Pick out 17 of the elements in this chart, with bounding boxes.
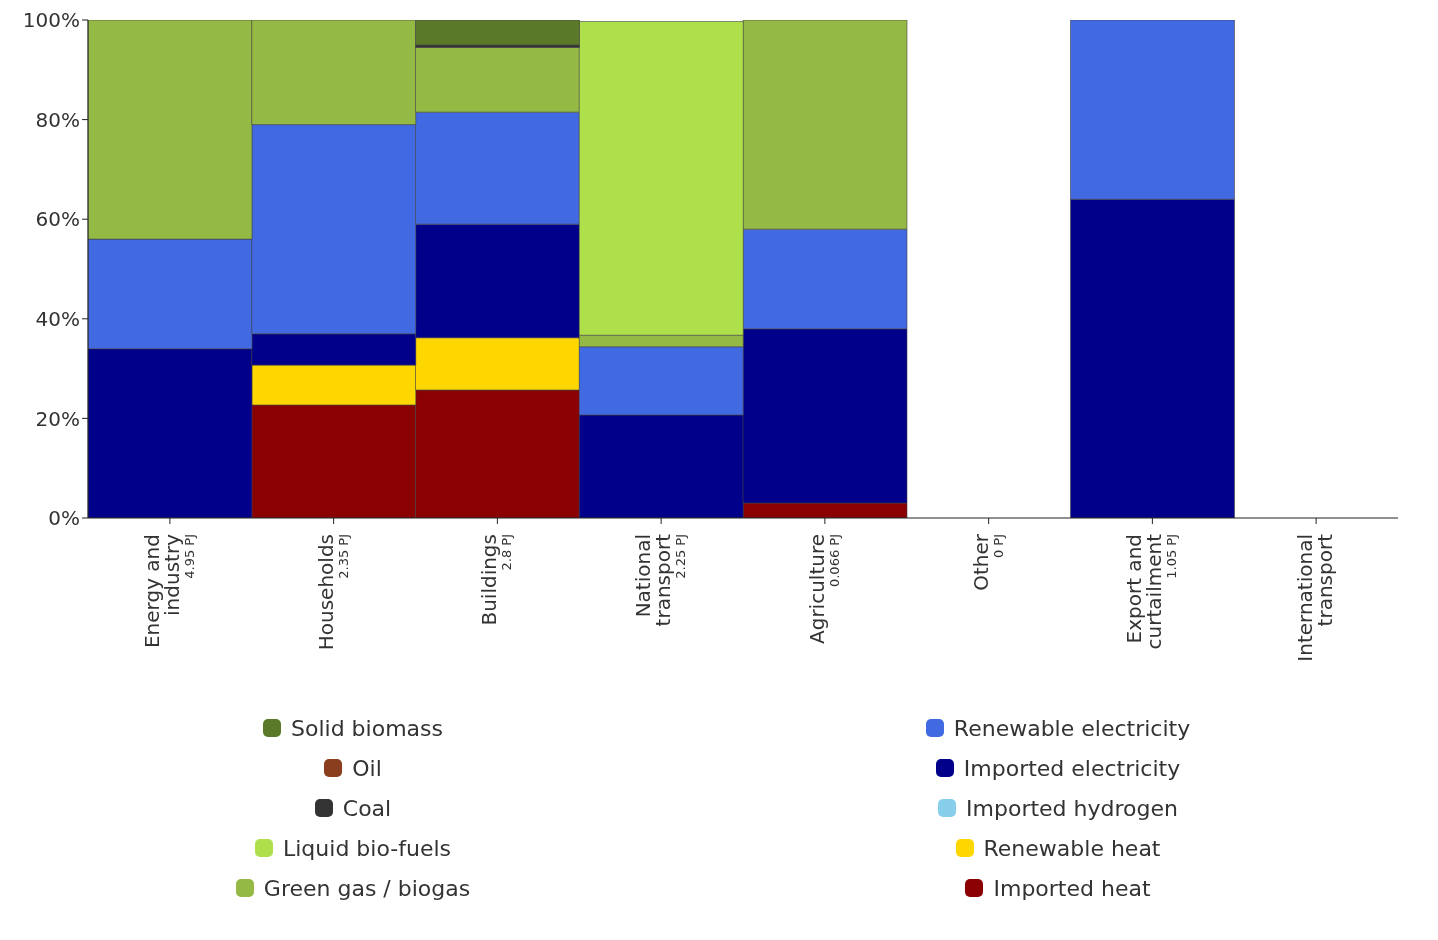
- y-tick-label: 80%: [35, 107, 80, 132]
- y-tick-label: 60%: [35, 207, 80, 232]
- legend-label: Imported hydrogen: [966, 795, 1178, 821]
- legend-label: Oil: [352, 755, 382, 781]
- legend-label: Liquid bio-fuels: [283, 835, 452, 861]
- legend-label: Green gas / biogas: [263, 875, 471, 901]
- y-tick-label: 100%: [22, 8, 80, 33]
- legend-label: Renewable electricity: [953, 715, 1191, 741]
- y-tick-label: 20%: [35, 406, 80, 431]
- x-tick-label: International transport: [1293, 533, 1338, 662]
- y-tick-label: 40%: [35, 306, 80, 331]
- legend-label: Coal: [342, 795, 392, 821]
- y-tick-label: 0%: [48, 506, 80, 531]
- legend-label: Solid biomass: [291, 715, 443, 741]
- legend-label: Renewable heat: [983, 835, 1161, 861]
- legend-label: Imported electricity: [963, 755, 1181, 781]
- legend-label: Imported heat: [993, 875, 1151, 901]
